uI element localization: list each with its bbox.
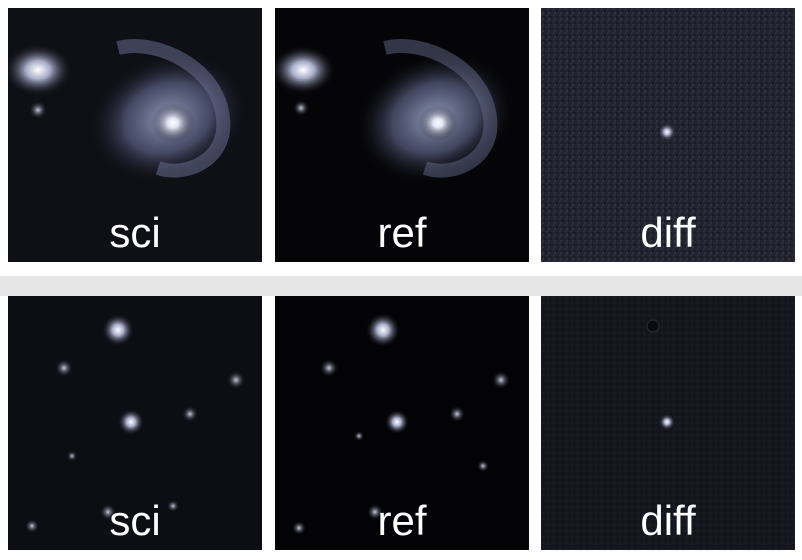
panel-label: ref xyxy=(377,497,427,544)
stars-science-image: sci xyxy=(8,296,262,550)
panel-label: sci xyxy=(109,209,161,256)
panel-label: sci xyxy=(109,497,161,544)
stars-difference-image-graphic xyxy=(541,296,795,550)
stars-reference-image-graphic xyxy=(275,296,529,550)
galaxy-difference-image: diff xyxy=(541,8,795,262)
stars-difference-image: diff xyxy=(541,296,795,550)
row-separator xyxy=(0,276,802,296)
galaxy-science-image-graphic xyxy=(8,8,262,262)
galaxy-difference-image-graphic xyxy=(541,8,795,262)
galaxy-science-image: sci xyxy=(8,8,262,262)
panel-label: diff xyxy=(640,497,696,544)
galaxy-reference-image: ref xyxy=(275,8,529,262)
panel-label: ref xyxy=(377,209,427,256)
stars-science-image-graphic xyxy=(8,296,262,550)
galaxy-reference-image-graphic xyxy=(275,8,529,262)
stars-reference-image: ref xyxy=(275,296,529,550)
panel-label: diff xyxy=(640,209,696,256)
